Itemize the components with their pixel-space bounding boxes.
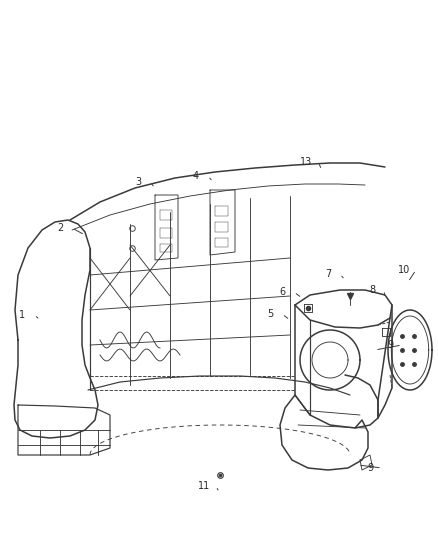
Text: 6: 6 xyxy=(279,287,285,297)
Text: 3: 3 xyxy=(135,177,141,187)
Text: 9: 9 xyxy=(387,340,393,350)
Text: 2: 2 xyxy=(57,223,63,233)
Text: 1: 1 xyxy=(19,310,25,320)
Text: 13: 13 xyxy=(300,157,312,167)
Text: 11: 11 xyxy=(198,481,210,491)
Text: 10: 10 xyxy=(398,265,410,275)
Text: 7: 7 xyxy=(325,269,331,279)
Text: 9: 9 xyxy=(367,463,373,473)
Text: 8: 8 xyxy=(369,285,375,295)
Text: 4: 4 xyxy=(193,171,199,181)
Text: 5: 5 xyxy=(267,309,273,319)
